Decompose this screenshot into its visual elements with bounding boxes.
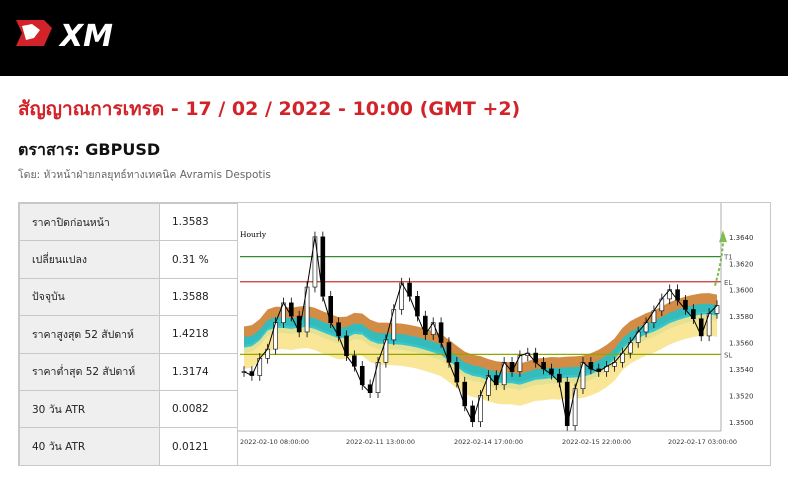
target-arrow: [714, 239, 724, 286]
stats-row: ปัจจุบัน 1.3588: [19, 277, 238, 317]
stat-label: ราคาสูงสุด 52 สัปดาห์: [19, 315, 160, 354]
xm-logo[interactable]: XM: [16, 16, 136, 50]
stat-label: 30 วัน ATR: [19, 389, 160, 429]
chart-svg: T1 EL SL Hourly 1.3500 1.3520 1.3540 1.3560 1.35…: [238, 203, 754, 446]
y-tick-label: 1.3620: [729, 260, 754, 268]
target-arrowhead: [719, 230, 727, 243]
stat-value: 0.31 %: [159, 240, 238, 279]
stat-label: 40 วัน ATR: [19, 427, 160, 466]
price-chart: T1 EL SL Hourly 1.3500 1.3520 1.3540 1.3560 1.35…: [238, 203, 771, 465]
zigzag-line: [243, 236, 718, 426]
stat-value: 0.0082: [159, 389, 238, 429]
stats-table: ราคาปิดก่อนหน้า 1.3583 เปลี่ยนแปลง 0.31 % ปั…: [19, 202, 238, 466]
y-tick-label: 1.3520: [729, 392, 754, 400]
stat-label: เปลี่ยนแปลง: [19, 240, 160, 279]
level-label-t1: T1: [723, 254, 733, 262]
stat-label: ราคาปิดก่อนหน้า: [19, 202, 160, 242]
level-label-sl: SL: [724, 351, 732, 359]
timeframe-label: Hourly: [240, 230, 267, 239]
stats-row: ราคาปิดก่อนหน้า 1.3583: [19, 202, 238, 242]
author-byline: โดย: หัวหน้าฝ่ายกลยุทธ์ทางเทคนิค Avramis…: [18, 169, 271, 181]
stats-row: ราคาสูงสุด 52 สัปดาห์ 1.4218: [19, 315, 238, 354]
y-tick-label: 1.3640: [729, 234, 754, 242]
x-tick-label: 2022-02-10 08:00:00: [240, 438, 309, 446]
logo-wordmark: XM: [58, 19, 113, 50]
stat-value: 1.3174: [159, 352, 238, 391]
stat-value: 0.0121: [159, 427, 238, 466]
stat-label: ราคาต่ำสุด 52 สัปดาห์: [19, 352, 160, 391]
stat-value: 1.3588: [159, 277, 238, 317]
y-tick-label: 1.3560: [729, 340, 754, 348]
y-tick-label: 1.3600: [729, 287, 754, 295]
y-tick-label: 1.3540: [729, 366, 754, 374]
level-label-el: EL: [724, 279, 732, 287]
stat-label: ปัจจุบัน: [19, 277, 160, 317]
stats-row: เปลี่ยนแปลง 0.31 %: [19, 240, 238, 279]
stat-value: 1.4218: [159, 315, 238, 354]
y-tick-label: 1.3580: [729, 313, 754, 321]
x-tick-label: 2022-02-14 17:00:00: [454, 438, 523, 446]
x-tick-label: 2022-02-11 13:00:00: [346, 438, 415, 446]
stats-row: 30 วัน ATR 0.0082: [19, 389, 238, 429]
y-tick-label: 1.3500: [729, 419, 754, 427]
cloud-lower-band: [244, 314, 717, 406]
signal-panel: ราคาปิดก่อนหน้า 1.3583 เปลี่ยนแปลง 0.31 % ปั…: [18, 202, 771, 466]
stats-row: 40 วัน ATR 0.0121: [19, 427, 238, 466]
stats-row: ราคาต่ำสุด 52 สัปดาห์ 1.3174: [19, 352, 238, 391]
x-tick-label: 2022-02-17 03:00:00: [668, 438, 737, 446]
cloud-upper-band: [244, 293, 717, 383]
x-tick-label: 2022-02-15 22:00:00: [562, 438, 631, 446]
instrument-label: ตราสาร: GBPUSD: [18, 140, 161, 159]
header-bar: XM: [0, 0, 788, 76]
page-title: สัญญาณการเทรด - 17 / 02 / 2022 - 10:00 (…: [18, 98, 521, 120]
stat-value: 1.3583: [159, 202, 238, 242]
